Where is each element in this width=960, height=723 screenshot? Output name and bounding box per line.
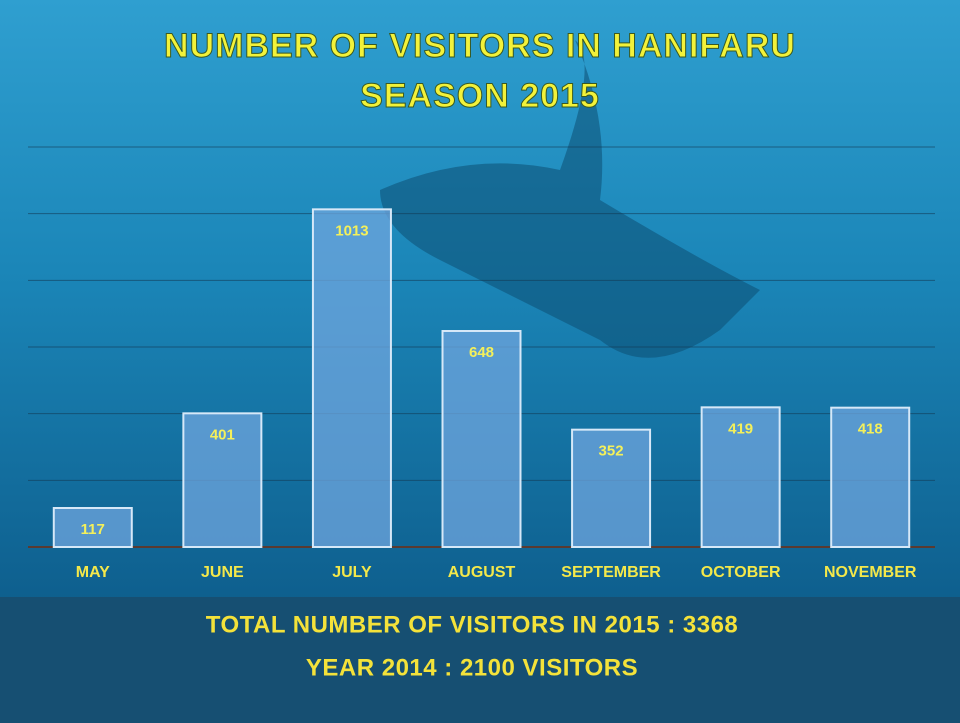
bar: [830, 406, 911, 548]
bar: [571, 428, 652, 548]
value-label: 1013: [335, 222, 368, 239]
value-label: 117: [81, 521, 105, 538]
value-label: 419: [728, 420, 753, 437]
x-tick-label: OCTOBER: [701, 564, 781, 581]
value-label: 418: [858, 421, 883, 438]
x-tick-label: NOVEMBER: [824, 564, 917, 581]
value-label: 352: [599, 443, 624, 460]
x-tick-label: JUNE: [201, 564, 244, 581]
x-tick-label: JULY: [332, 564, 372, 581]
x-tick-label: AUGUST: [448, 564, 516, 581]
chart-subtitle: SEASON 2015: [360, 77, 600, 115]
value-label: 648: [469, 344, 494, 361]
bar: [441, 330, 522, 548]
annotation: YEAR 2014 : 2100 VISITORS: [306, 654, 638, 681]
x-tick-label: MAY: [76, 564, 110, 581]
x-tick-label: SEPTEMBER: [561, 564, 661, 581]
footer-band: [0, 597, 960, 723]
chart-title: NUMBER OF VISITORS IN HANIFARU: [164, 27, 796, 65]
bar: [52, 507, 133, 548]
manta-silhouette: [380, 40, 760, 358]
bar: [311, 208, 392, 548]
annotation: TOTAL NUMBER OF VISITORS IN 2015 : 3368: [206, 611, 739, 638]
value-label: 401: [210, 426, 235, 443]
bar: [182, 412, 263, 549]
bar: [700, 406, 781, 549]
